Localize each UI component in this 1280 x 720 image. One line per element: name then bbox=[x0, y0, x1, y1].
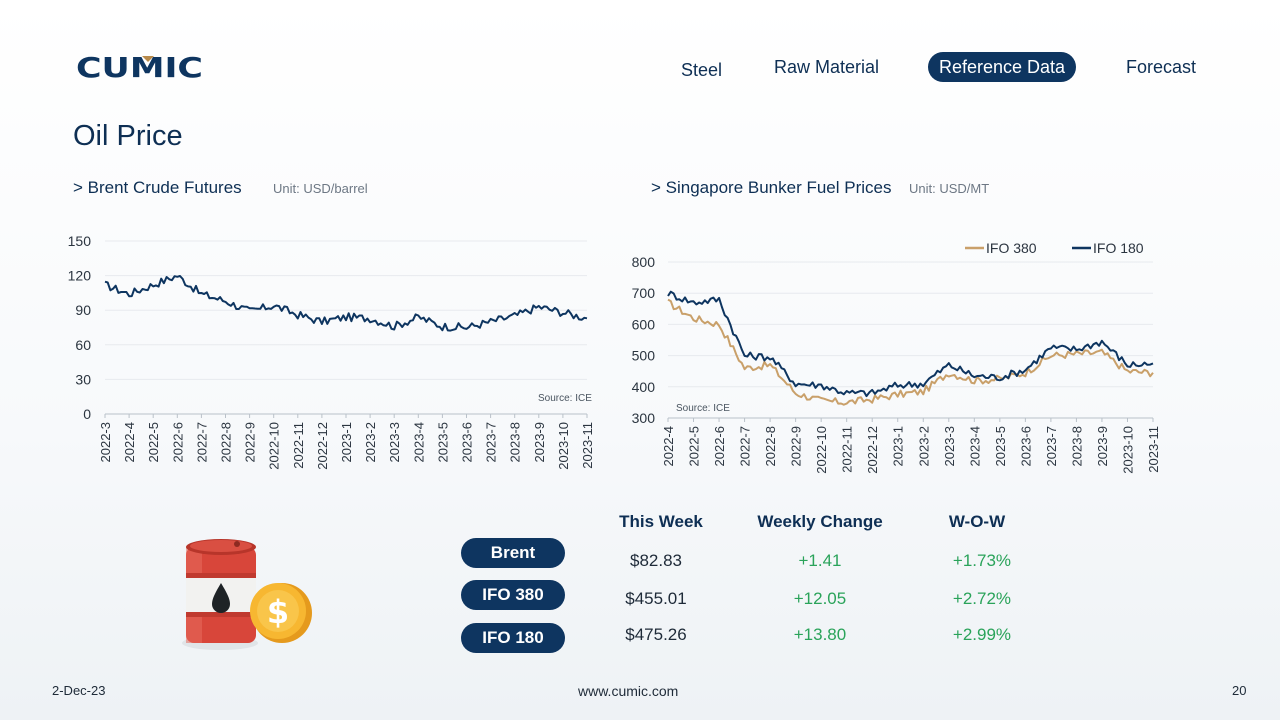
x-tick-label: 2022-9 bbox=[243, 422, 258, 462]
x-tick-label: 2023-8 bbox=[1069, 426, 1084, 466]
x-tick-label: 2022-10 bbox=[814, 426, 829, 474]
x-tick-label: 2023-1 bbox=[891, 426, 906, 466]
ifo180-change: +13.80 bbox=[793, 625, 847, 644]
x-tick-label: 2023-2 bbox=[916, 426, 931, 466]
brent-crude-chart: 0 30 60 90 120 150 2022-3 2022-4 2022-5 2022-6 202… bbox=[68, 233, 595, 470]
nav-reference-data[interactable]: Reference Data bbox=[928, 52, 1077, 82]
footer-date: 2-Dec-23 bbox=[52, 683, 106, 698]
row-label-brent: Brent bbox=[461, 538, 565, 568]
nav-raw-material[interactable]: Raw Material bbox=[774, 57, 880, 77]
source-label: Source: ICE bbox=[538, 393, 592, 404]
x-tick-label: 2023-1 bbox=[339, 422, 354, 462]
series-line-ifo-180 bbox=[667, 290, 1154, 398]
x-tick-label: 2023-7 bbox=[1044, 426, 1059, 466]
y-tick-label: 600 bbox=[632, 316, 656, 332]
brent-price: $82.83 bbox=[630, 551, 682, 570]
svg-text:$: $ bbox=[267, 593, 289, 631]
source-label: Source: ICE bbox=[676, 403, 730, 414]
x-tick-label: 2022-7 bbox=[194, 422, 209, 462]
x-tick-label: 2022-7 bbox=[738, 426, 753, 466]
page-title: Oil Price bbox=[73, 120, 183, 152]
x-tick-label: 2023-9 bbox=[532, 422, 547, 462]
x-tick-label: 2023-8 bbox=[508, 422, 523, 462]
cumic-logo: CUMIC bbox=[76, 52, 203, 82]
y-tick-label: 90 bbox=[75, 302, 91, 318]
footer-website[interactable]: www.cumic.com bbox=[578, 683, 679, 699]
series-line-main bbox=[104, 275, 588, 332]
logo-accent-icon bbox=[142, 56, 154, 62]
x-tick-label: 2023-4 bbox=[411, 422, 426, 462]
ifo380-change: +12.05 bbox=[793, 589, 847, 608]
logo-text: CUMIC bbox=[76, 52, 203, 82]
x-tick-label: 2022-5 bbox=[687, 426, 702, 466]
x-tick-label: 2023-2 bbox=[363, 422, 378, 462]
y-tick-label: 800 bbox=[632, 254, 656, 270]
bunker-unit: Unit: USD/MT bbox=[909, 181, 990, 196]
x-tick-label: 2023-4 bbox=[967, 426, 982, 466]
x-tick-label: 2022-8 bbox=[763, 426, 778, 466]
y-tick-label: 700 bbox=[632, 285, 656, 301]
brent-section-title: > Brent Crude Futures bbox=[73, 178, 242, 197]
x-tick-label: 2022-6 bbox=[170, 422, 185, 462]
x-tick-label: 2022-12 bbox=[865, 426, 880, 474]
x-tick-label: 2023-5 bbox=[993, 426, 1008, 466]
x-tick-label: 2022-9 bbox=[789, 426, 804, 466]
x-tick-label: 2022-3 bbox=[98, 422, 113, 462]
brent-unit: Unit: USD/barrel bbox=[273, 181, 368, 196]
y-tick-label: 500 bbox=[632, 348, 656, 364]
x-tick-label: 2023-10 bbox=[1120, 426, 1135, 474]
row-label-ifo180: IFO 180 bbox=[461, 623, 565, 653]
x-tick-label: 2023-3 bbox=[942, 426, 957, 466]
x-tick-label: 2022-10 bbox=[267, 422, 282, 470]
oil-barrel-coin-illustration: $ bbox=[182, 539, 312, 650]
ifo380-wow: +2.72% bbox=[952, 589, 1012, 608]
row-label-ifo380: IFO 380 bbox=[461, 580, 565, 610]
x-tick-label: 2022-11 bbox=[291, 422, 306, 469]
bunker-section-title: > Singapore Bunker Fuel Prices bbox=[651, 178, 892, 197]
y-tick-label: 30 bbox=[75, 371, 91, 387]
legend-label: IFO 380 bbox=[986, 240, 1037, 256]
x-tick-label: 2023-11 bbox=[580, 422, 595, 469]
ifo180-price: $475.26 bbox=[625, 625, 687, 644]
nav-steel[interactable]: Steel bbox=[681, 60, 723, 80]
y-tick-label: 400 bbox=[632, 379, 656, 395]
footer-page-number: 20 bbox=[1232, 683, 1247, 698]
x-tick-label: 2022-8 bbox=[219, 422, 234, 462]
header-weekly-change: Weekly Change bbox=[757, 512, 883, 531]
x-tick-label: 2023-9 bbox=[1095, 426, 1110, 466]
nav-forecast[interactable]: Forecast bbox=[1126, 57, 1197, 77]
x-tick-label: 2023-11 bbox=[1146, 426, 1161, 473]
x-tick-label: 2023-3 bbox=[387, 422, 402, 462]
x-tick-label: 2022-6 bbox=[712, 426, 727, 466]
brent-change: +1.41 bbox=[798, 551, 842, 570]
x-tick-label: 2023-5 bbox=[435, 422, 450, 462]
x-tick-label: 2023-10 bbox=[556, 422, 571, 470]
x-tick-label: 2022-4 bbox=[122, 422, 137, 462]
y-tick-label: 300 bbox=[632, 410, 656, 426]
bunker-fuel-chart: 300 400 500 600 700 800 2022-4 2022-5 2022-6 2022… bbox=[632, 240, 1161, 474]
y-tick-label: 0 bbox=[83, 406, 91, 422]
series-line-ifo-380 bbox=[667, 298, 1154, 406]
x-tick-label: 2023-6 bbox=[460, 422, 475, 462]
x-tick-label: 2022-4 bbox=[661, 426, 676, 466]
x-tick-label: 2022-5 bbox=[146, 422, 161, 462]
y-tick-label: 60 bbox=[75, 337, 91, 353]
y-tick-label: 150 bbox=[68, 233, 92, 249]
brent-wow: +1.73% bbox=[952, 551, 1012, 570]
x-tick-label: 2022-11 bbox=[840, 426, 855, 473]
header-wow: W-O-W bbox=[948, 512, 1006, 531]
top-nav: Steel Raw Material Reference Data Foreca… bbox=[0, 52, 1280, 82]
x-tick-label: 2023-6 bbox=[1018, 426, 1033, 466]
x-tick-label: 2022-12 bbox=[315, 422, 330, 470]
x-tick-label: 2023-7 bbox=[484, 422, 499, 462]
header-this-week: This Week bbox=[619, 512, 703, 531]
ifo180-wow: +2.99% bbox=[952, 625, 1012, 644]
y-tick-label: 120 bbox=[68, 268, 92, 284]
ifo380-price: $455.01 bbox=[625, 589, 687, 608]
legend-label: IFO 180 bbox=[1093, 240, 1144, 256]
